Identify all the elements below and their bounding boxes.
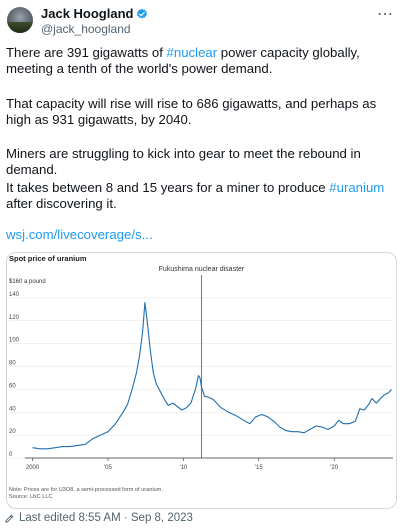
- x-tick-label: '20: [330, 465, 338, 471]
- x-tick-label: '05: [104, 465, 112, 471]
- y-tick-label: 40: [9, 406, 16, 412]
- y-tick-label: 20: [9, 429, 16, 435]
- uranium-price-chart: Spot price of uranium $160 a pound 0 20 40…: [9, 254, 393, 500]
- chart-title: Spot price of uranium: [9, 254, 87, 263]
- author-name-row: Jack Hoogland: [41, 6, 148, 21]
- tweet-paragraph-1: There are 391 gigawatts of #nuclear powe…: [6, 45, 398, 77]
- x-tick-label: '15: [255, 465, 263, 471]
- x-tick-label: '10: [179, 465, 187, 471]
- verified-badge-icon: [137, 8, 148, 19]
- tweet-paragraph-3: Miners are struggling to kick into gear …: [6, 146, 361, 177]
- author-name[interactable]: Jack Hoogland: [41, 6, 134, 21]
- x-tick-label: 2000: [26, 465, 40, 471]
- tweet-text: power capacity globally, meeting a tenth…: [6, 45, 360, 76]
- tweet-paragraph-4: It takes between 8 and 15 years for a mi…: [6, 180, 398, 212]
- fukushima-annotation: Fukushima nuclear disaster: [159, 266, 245, 273]
- edit-info[interactable]: Last edited 8:55 AM · Sep 8, 2023: [4, 512, 193, 524]
- tweet-text: after discovering it.: [6, 196, 117, 211]
- y-tick-label: 0: [9, 452, 13, 458]
- avatar[interactable]: [7, 7, 33, 33]
- more-options-icon[interactable]: ⋯: [377, 6, 394, 23]
- tweet-text: There are 391 gigawatts of: [6, 45, 167, 60]
- hashtag-nuclear[interactable]: #nuclear: [166, 45, 218, 60]
- y-tick-label: 80: [9, 361, 16, 367]
- author-handle[interactable]: @jack_hoogland: [41, 22, 131, 36]
- y-unit-label: $160 a pound: [9, 279, 46, 285]
- tweet-text: It takes between 8 and 15 years for a mi…: [6, 180, 330, 195]
- chart-note: Note: Prices are for U3O8, a semi-proces…: [9, 487, 163, 493]
- y-tick-label: 140: [9, 292, 20, 298]
- chart-source: Source: UxC LLC: [9, 494, 53, 500]
- article-link[interactable]: wsj.com/livecoverage/s...: [6, 227, 153, 242]
- last-edited-text: Last edited 8:55 AM · Sep 8, 2023: [19, 512, 193, 524]
- y-tick-label: 120: [9, 315, 20, 321]
- y-gridlines: [9, 297, 393, 459]
- y-tick-label: 100: [9, 338, 20, 344]
- edit-pencil-icon: [5, 514, 14, 523]
- tweet-paragraph-2: That capacity will rise will rise to 686…: [6, 96, 377, 127]
- y-tick-label: 60: [9, 383, 16, 389]
- chart-image-card[interactable]: Spot price of uranium $160 a pound 0 20 40…: [6, 252, 397, 509]
- y-tick-labels: 0 20 40 60 80 100 120 140: [9, 292, 20, 458]
- x-tick-labels: 2000 '05 '10 '15 '20: [26, 458, 339, 471]
- uranium-price-line: [32, 301, 392, 450]
- hashtag-uranium[interactable]: #uranium: [329, 180, 385, 195]
